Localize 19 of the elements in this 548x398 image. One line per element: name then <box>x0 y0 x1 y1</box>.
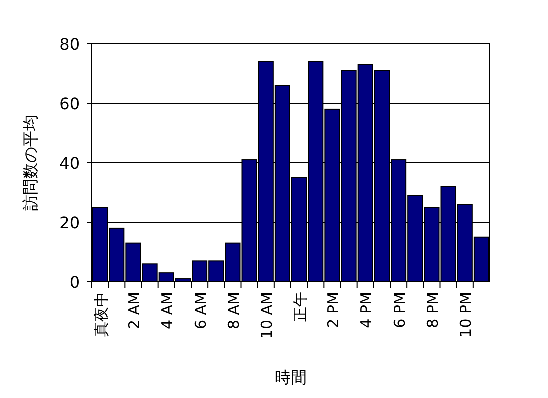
x-tick-label: 10 PM <box>457 292 476 338</box>
x-tick-label: 6 AM <box>192 292 210 330</box>
x-tick-label: 2 PM <box>324 292 342 328</box>
x-tick-label: 8 AM <box>224 292 243 330</box>
y-tick-label: 60 <box>60 94 80 114</box>
x-tick-label: 10 AM <box>258 292 276 340</box>
x-tick-label: 4 PM <box>358 292 376 328</box>
y-axis-title: 訪問数の平均 <box>21 115 40 211</box>
x-tick-label: 6 PM <box>390 292 409 328</box>
x-tick-label: 真夜中 <box>92 292 110 337</box>
x-tick-label: 正午 <box>291 292 310 322</box>
y-tick-label: 20 <box>60 214 80 232</box>
x-tick-label: 8 PM <box>424 292 442 328</box>
x-axis-title: 時間 <box>275 368 307 387</box>
y-tick-label: 80 <box>60 35 80 54</box>
y-tick-label: 40 <box>60 154 80 173</box>
x-tick-label: 4 AM <box>158 292 177 330</box>
y-tick-label: 0 <box>70 273 80 292</box>
x-tick-label: 2 AM <box>125 292 144 330</box>
